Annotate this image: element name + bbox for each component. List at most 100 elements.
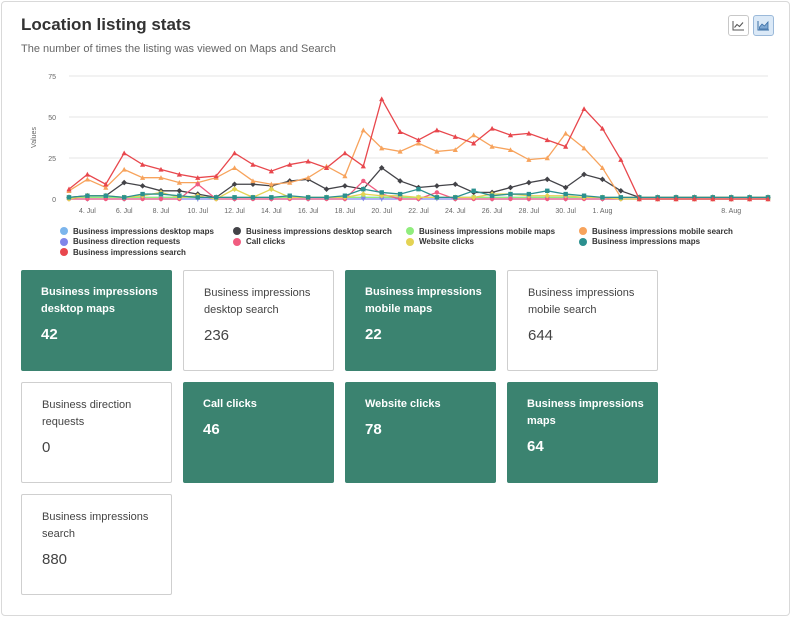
data-point[interactable] [618, 195, 624, 200]
data-point[interactable] [507, 132, 514, 138]
data-point[interactable] [526, 191, 532, 197]
data-point[interactable] [177, 193, 182, 198]
data-point[interactable] [232, 195, 237, 200]
data-point[interactable] [415, 140, 422, 146]
legend-item[interactable]: Website clicks [406, 237, 579, 248]
data-point[interactable] [379, 196, 385, 202]
data-point[interactable] [581, 145, 587, 151]
data-point[interactable] [452, 147, 458, 152]
data-point[interactable] [250, 195, 256, 200]
data-point[interactable] [213, 195, 219, 200]
data-point[interactable] [655, 196, 661, 202]
legend-item[interactable]: Business impressions desktop search [233, 226, 406, 237]
legend-item[interactable]: Business impressions search [60, 247, 233, 258]
data-point[interactable] [121, 179, 127, 186]
area-chart-button[interactable] [753, 15, 774, 36]
data-point[interactable] [305, 175, 311, 180]
data-point[interactable] [562, 184, 569, 191]
data-point[interactable] [84, 176, 90, 182]
line-chart-button[interactable] [728, 15, 749, 36]
data-point[interactable] [765, 196, 771, 202]
data-point[interactable] [507, 147, 514, 152]
data-point[interactable] [250, 178, 256, 184]
data-point[interactable] [158, 196, 164, 202]
data-point[interactable] [378, 165, 385, 171]
data-point[interactable] [361, 178, 366, 184]
data-point[interactable] [581, 106, 587, 111]
data-point[interactable] [434, 148, 440, 154]
data-point[interactable] [508, 191, 513, 197]
data-point[interactable] [158, 191, 164, 197]
data-point[interactable] [434, 183, 440, 189]
data-point[interactable] [673, 196, 679, 202]
data-point[interactable] [176, 180, 182, 185]
data-point[interactable] [195, 182, 200, 187]
data-point[interactable] [691, 196, 698, 202]
data-point[interactable] [139, 183, 146, 189]
data-point[interactable] [489, 143, 495, 149]
data-point[interactable] [342, 150, 348, 156]
data-point[interactable] [599, 165, 606, 171]
data-point[interactable] [415, 137, 422, 143]
data-point[interactable] [158, 166, 164, 172]
data-point[interactable] [545, 196, 550, 202]
data-point[interactable] [508, 196, 513, 202]
data-point[interactable] [415, 194, 422, 201]
data-point[interactable] [599, 125, 606, 131]
data-point[interactable] [544, 176, 551, 183]
legend-item[interactable]: Business impressions maps [579, 237, 752, 248]
data-point[interactable] [434, 190, 440, 195]
data-point[interactable] [361, 186, 366, 192]
data-point[interactable] [471, 132, 477, 138]
data-point[interactable] [526, 179, 532, 186]
data-point[interactable] [397, 196, 403, 202]
data-point[interactable] [379, 190, 384, 195]
data-point[interactable] [158, 175, 164, 180]
data-point[interactable] [471, 140, 477, 146]
data-point[interactable] [360, 127, 366, 133]
data-point[interactable] [231, 181, 238, 188]
data-point[interactable] [526, 196, 532, 202]
data-point[interactable] [121, 150, 127, 156]
data-point[interactable] [269, 195, 274, 200]
data-point[interactable] [231, 186, 238, 192]
data-point[interactable] [268, 181, 274, 187]
data-point[interactable] [618, 188, 624, 194]
data-point[interactable] [324, 195, 329, 200]
data-point[interactable] [747, 196, 753, 202]
data-point[interactable] [470, 194, 477, 201]
data-point[interactable] [323, 165, 330, 171]
data-point[interactable] [526, 157, 532, 162]
data-point[interactable] [397, 148, 403, 154]
data-point[interactable] [342, 193, 348, 198]
data-point[interactable] [268, 168, 274, 174]
data-point[interactable] [452, 181, 459, 188]
data-point[interactable] [563, 130, 569, 136]
data-point[interactable] [563, 196, 568, 202]
data-point[interactable] [360, 196, 366, 202]
data-point[interactable] [728, 196, 734, 202]
data-point[interactable] [434, 127, 440, 133]
data-point[interactable] [636, 196, 642, 202]
data-point[interactable] [85, 193, 90, 198]
data-point[interactable] [342, 173, 348, 179]
data-point[interactable] [471, 188, 476, 193]
data-point[interactable] [103, 193, 108, 198]
data-point[interactable] [250, 181, 256, 188]
data-point[interactable] [489, 193, 495, 198]
data-point[interactable] [544, 192, 551, 199]
data-point[interactable] [526, 130, 532, 136]
data-point[interactable] [489, 125, 495, 131]
data-point[interactable] [416, 186, 421, 192]
data-point[interactable] [250, 161, 256, 167]
data-point[interactable] [710, 196, 716, 202]
data-point[interactable] [103, 181, 109, 187]
data-point[interactable] [545, 188, 550, 193]
data-point[interactable] [305, 158, 311, 164]
data-point[interactable] [397, 129, 403, 134]
data-point[interactable] [379, 96, 385, 102]
legend-item[interactable]: Business impressions mobile search [579, 226, 752, 237]
data-point[interactable] [544, 155, 550, 161]
data-point[interactable] [195, 195, 200, 200]
data-point[interactable] [195, 175, 201, 180]
